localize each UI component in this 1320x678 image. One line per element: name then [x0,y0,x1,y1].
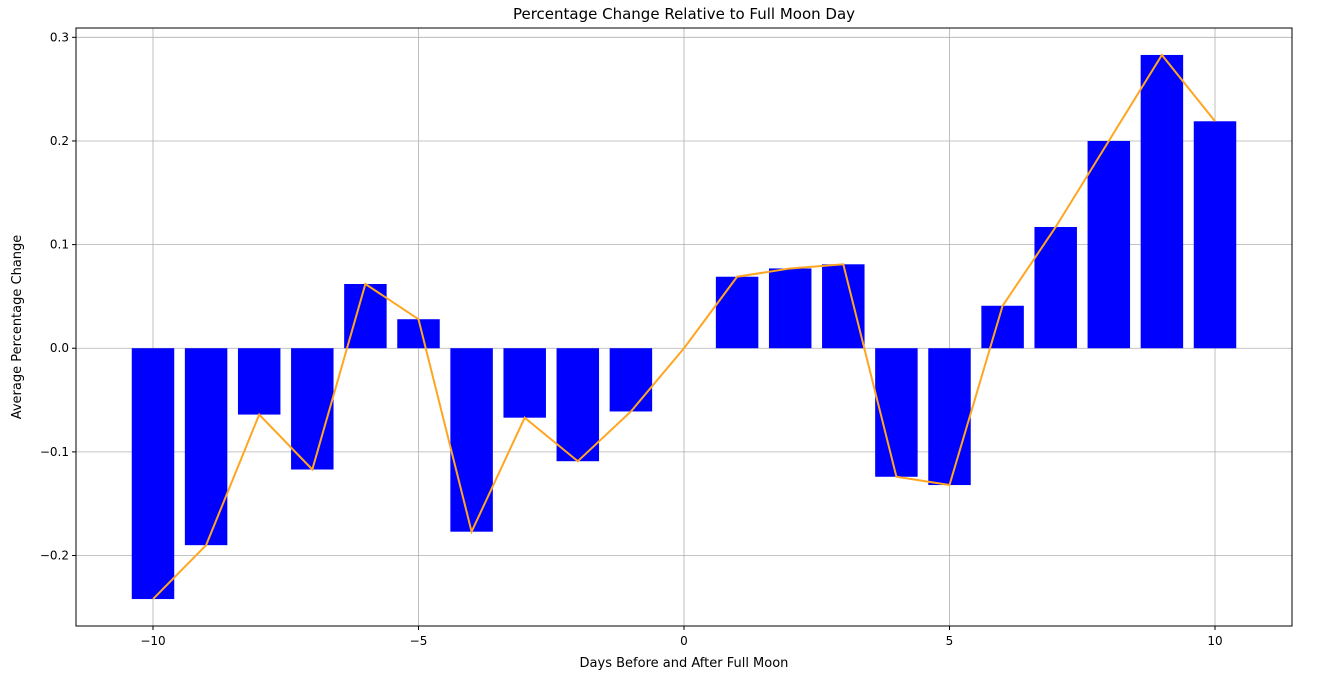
bar [715,276,759,349]
bars [131,54,1237,600]
y-tick-label: 0.1 [50,238,69,252]
x-axis: −10 −5 0 5 10 [140,626,1223,648]
x-tick-label: 5 [946,634,954,648]
bar [822,264,865,349]
y-tick-label: 0.0 [50,341,69,355]
bar [981,305,1024,349]
chart-title: Percentage Change Relative to Full Moon … [513,5,855,23]
bar [1140,54,1184,349]
y-axis: −0.2 −0.1 0.0 0.1 0.2 0.3 [40,30,76,563]
bar [1034,226,1077,349]
bar [1193,121,1237,349]
bar [928,348,971,486]
line-series [152,53,1216,600]
y-tick-label: −0.1 [40,445,69,459]
x-tick-label: −5 [410,634,428,648]
x-tick-label: −10 [140,634,165,648]
bar [131,348,175,600]
bar [184,348,228,546]
bar [503,348,546,418]
bar [1087,140,1131,349]
y-axis-label: Average Percentage Change [10,235,25,420]
bar [609,348,653,412]
bar [344,283,387,349]
bar [237,348,281,415]
bar [768,268,812,349]
y-tick-label: 0.3 [50,30,69,44]
bar [397,319,440,349]
x-tick-label: 10 [1207,634,1222,648]
x-axis-label: Days Before and After Full Moon [580,656,789,671]
y-tick-label: −0.2 [40,549,69,563]
bar [291,348,334,470]
bar [556,348,600,462]
y-tick-label: 0.2 [50,134,69,148]
bar [875,348,918,477]
line-path [152,53,1216,600]
bar [450,348,493,532]
x-tick-label: 0 [680,634,688,648]
